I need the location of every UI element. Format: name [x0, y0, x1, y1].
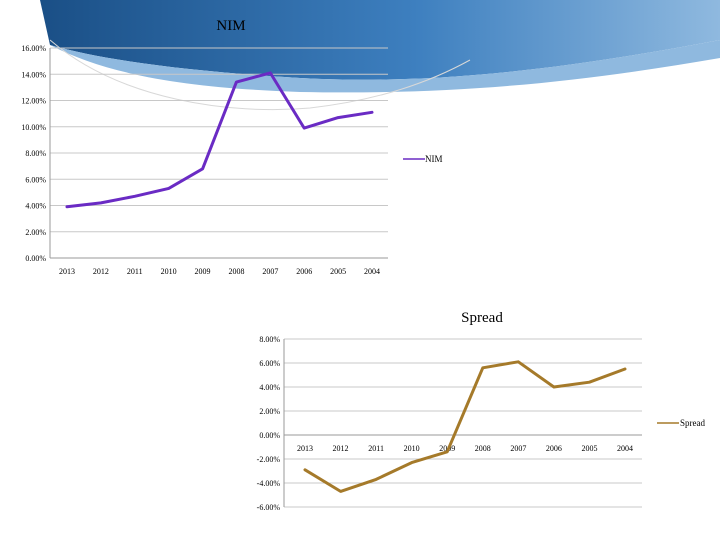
- data-point: [374, 478, 378, 481]
- data-point: [446, 450, 449, 453]
- data-point: [269, 71, 272, 75]
- x-tick-label: 2010: [404, 444, 420, 453]
- x-tick-label: 2008: [475, 444, 491, 453]
- x-tick-label: 2007: [262, 267, 278, 276]
- data-point: [410, 461, 413, 464]
- data-point: [65, 205, 69, 209]
- data-point: [235, 80, 238, 84]
- y-tick-label: 0.00%: [259, 431, 280, 440]
- data-point: [552, 385, 556, 389]
- series-line: [65, 71, 374, 209]
- plot-area: 8.00% 6.00% 4.00% 2.00% 0.00% -2.00% -4.00% -6.…: [257, 335, 642, 512]
- y-tick-label: -4.00%: [257, 479, 281, 488]
- series-line: [303, 360, 627, 493]
- plot-area: 16.00% 14.00% 12.00% 10.00% 8.00% 6.00% 4.00% 2…: [21, 44, 388, 276]
- x-tick-label: 2004: [617, 444, 633, 453]
- x-tick-label: 2005: [581, 444, 597, 453]
- y-tick-label: 4.00%: [25, 202, 46, 211]
- data-point: [303, 468, 307, 471]
- x-tick-label: 2013: [297, 444, 313, 453]
- x-tick-label: 2011: [368, 444, 384, 453]
- x-tick-label: 2006: [296, 267, 312, 276]
- chart-title: NIM: [216, 18, 245, 34]
- data-point: [303, 126, 306, 130]
- data-point: [201, 167, 204, 170]
- data-point: [517, 360, 520, 363]
- y-tick-label: 6.00%: [259, 359, 280, 368]
- x-tick-label: 2009: [195, 267, 211, 276]
- x-tick-label: 2008: [228, 267, 244, 276]
- y-tick-label: 4.00%: [259, 383, 280, 392]
- data-point: [481, 366, 484, 369]
- legend: Spread: [657, 418, 705, 428]
- legend-label: Spread: [680, 418, 705, 428]
- chart-title: Spread: [461, 310, 503, 326]
- data-point: [588, 381, 591, 384]
- legend-label: NIM: [425, 154, 443, 164]
- header-wave-light: [50, 40, 720, 93]
- header-wave-band: [40, 0, 720, 80]
- y-tick-label: 16.00%: [21, 44, 46, 53]
- y-tick-label: 8.00%: [25, 149, 46, 158]
- data-point: [339, 490, 342, 493]
- data-point: [370, 111, 374, 114]
- data-point: [336, 116, 340, 119]
- x-tick-label: 2012: [333, 444, 349, 453]
- x-tick-label: 2012: [93, 267, 109, 276]
- y-tick-label: 6.00%: [25, 175, 46, 184]
- x-tick-label: 2011: [127, 267, 143, 276]
- x-tick-label: 2010: [161, 267, 177, 276]
- y-tick-label: 2.00%: [259, 407, 280, 416]
- x-tick-label: 2007: [510, 444, 526, 453]
- y-tick-label: 0.00%: [25, 254, 46, 263]
- x-tick-label: 2013: [59, 267, 75, 276]
- x-tick-label: 2005: [330, 267, 346, 276]
- y-tick-label: 10.00%: [21, 123, 46, 132]
- data-point: [133, 195, 136, 198]
- data-point: [623, 367, 627, 371]
- y-tick-label: -2.00%: [257, 455, 281, 464]
- x-tick-label: 2004: [364, 267, 380, 276]
- y-tick-label: 8.00%: [259, 335, 280, 344]
- x-tick-label: 2006: [546, 444, 562, 453]
- y-tick-label: 14.00%: [21, 70, 46, 79]
- y-tick-label: -6.00%: [257, 503, 281, 512]
- data-point: [99, 201, 103, 205]
- legend: NIM: [403, 154, 443, 164]
- y-tick-label: 12.00%: [21, 97, 46, 106]
- decorative-arc: [49, 39, 471, 111]
- y-tick-label: 2.00%: [25, 228, 46, 237]
- data-point: [167, 187, 170, 190]
